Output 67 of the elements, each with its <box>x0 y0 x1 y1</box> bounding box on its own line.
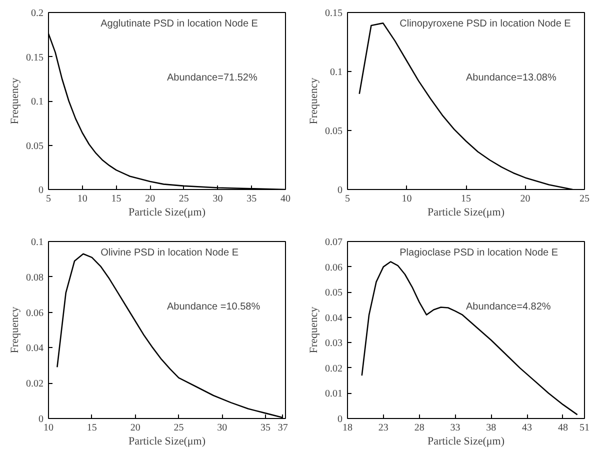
y-tick-label: 0 <box>338 414 342 425</box>
x-axis-title: Particle Size(μm) <box>427 206 505 218</box>
x-tick-label: 51 <box>580 422 590 434</box>
x-tick-label: 35 <box>260 422 271 434</box>
x-axis-title: Particle Size(μm) <box>128 436 206 448</box>
x-tick-label: 20 <box>145 194 156 204</box>
x-tick-label: 48 <box>558 422 568 434</box>
text: Olivine PSD in location Node E <box>100 248 239 258</box>
y-tick-label: 0.01 <box>325 388 342 400</box>
y-tick-label: 0.1 <box>31 237 44 248</box>
y-tick-label: 0.02 <box>26 378 44 390</box>
x-tick-label: 28 <box>414 422 424 434</box>
x-tick-label: 15 <box>111 194 122 204</box>
x-tick-label: 30 <box>217 422 228 434</box>
y-tick-label: 0.1 <box>31 96 44 108</box>
text: Agglutinate PSD in location Node E <box>100 18 258 30</box>
x-tick-label: 18 <box>342 422 352 434</box>
x-tick-label: 10 <box>77 194 88 204</box>
x-tick-label: 43 <box>522 422 532 434</box>
x-tick-label: 25 <box>178 194 189 204</box>
y-tick-label: 0.06 <box>325 262 342 274</box>
y-axis-title: Frequency <box>9 306 21 354</box>
text: Plagioclase PSD in location Node E <box>400 248 558 258</box>
x-tick-label: 25 <box>580 194 590 204</box>
x-tick-label: 35 <box>246 194 257 204</box>
x-axis-title: Particle Size(μm) <box>128 206 206 218</box>
y-tick-label: 0.06 <box>26 308 44 319</box>
x-tick-label: 10 <box>402 194 412 204</box>
y-tick-label: 0.07 <box>325 237 342 248</box>
y-tick-label: 0 <box>338 185 342 196</box>
annotation: Abundance =10.58% <box>167 301 260 312</box>
y-tick-label: 0 <box>38 414 44 425</box>
x-tick-label: 33 <box>450 422 460 434</box>
y-tick-label: 0.03 <box>325 338 342 350</box>
text: Clinopyroxene PSD in location Node E <box>400 18 572 30</box>
x-tick-label: 30 <box>212 194 223 204</box>
annotation: Abundance=13.08% <box>466 72 556 84</box>
y-axis-title: Frequency <box>308 306 320 354</box>
y-tick-label: 0.04 <box>26 343 44 354</box>
y-tick-label: 0.05 <box>26 140 44 152</box>
annotation: Abundance=4.82% <box>466 301 551 312</box>
y-axis-title: Frequency <box>9 77 21 124</box>
y-tick-label: 0.15 <box>325 8 342 19</box>
x-tick-label: 15 <box>461 194 471 204</box>
x-tick-label: 37 <box>278 422 288 434</box>
x-tick-label: 23 <box>378 422 388 434</box>
y-tick-label: 0.15 <box>26 52 44 64</box>
x-tick-label: 20 <box>520 194 530 204</box>
x-tick-label: 38 <box>486 422 496 434</box>
y-tick-label: 0.1 <box>330 67 342 78</box>
annotation: Abundance=71.52% <box>167 72 258 84</box>
y-tick-label: 0.05 <box>325 126 342 137</box>
x-tick-label: 10 <box>44 422 54 434</box>
x-tick-label: 25 <box>174 422 184 434</box>
y-tick-label: 0.04 <box>325 312 342 324</box>
y-tick-label: 0.2 <box>31 8 44 19</box>
x-tick-label: 5 <box>46 194 51 204</box>
x-tick-label: 20 <box>130 422 140 434</box>
y-tick-label: 0.08 <box>26 272 44 284</box>
y-tick-label: 0.05 <box>325 288 342 299</box>
y-axis-title: Frequency <box>308 77 320 124</box>
x-tick-label: 40 <box>280 194 290 204</box>
x-tick-label: 15 <box>86 422 97 434</box>
x-tick-label: 5 <box>345 194 350 204</box>
y-tick-label: 0 <box>38 185 44 196</box>
y-tick-label: 0.02 <box>325 363 342 374</box>
x-axis-title: Particle Size(μm) <box>427 436 505 448</box>
